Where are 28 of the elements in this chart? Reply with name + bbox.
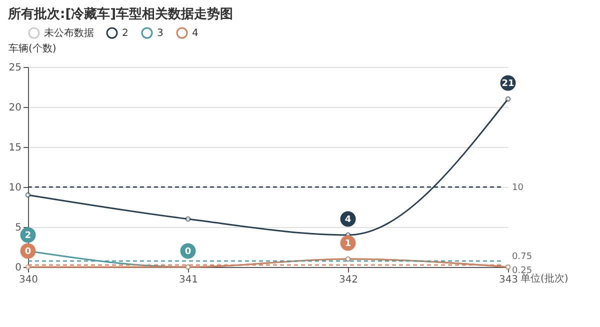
data-label: 0: [24, 247, 32, 257]
x-tick-label: 342: [338, 274, 358, 286]
data-label: 1: [344, 239, 352, 249]
ref-line-label: 10: [512, 183, 524, 193]
data-label: 0: [184, 247, 192, 257]
legend-label: 3: [157, 28, 164, 39]
ref-line-label: 0.75: [512, 252, 532, 262]
y-tick-label: 0: [15, 262, 22, 274]
point: [185, 216, 191, 222]
x-tick-label: 341: [178, 274, 198, 286]
point: [25, 192, 31, 198]
point: [505, 96, 511, 102]
legend-label: 未公布数据: [44, 27, 94, 39]
x-axis-title: 单位(批次): [520, 272, 568, 284]
y-tick-label: 15: [8, 142, 22, 154]
y-tick-label: 5: [15, 222, 22, 234]
legend-label: 4: [192, 28, 198, 39]
y-tick-label: 25: [8, 62, 22, 74]
y-tick-label: 20: [8, 102, 22, 114]
data-label: 4: [344, 215, 352, 225]
y-tick-label: 10: [8, 182, 22, 194]
data-label: 21: [502, 79, 514, 89]
data-label: 2: [24, 231, 32, 241]
legend-label: 2: [122, 28, 128, 39]
chart-title: 所有批次:[冷藏车]车型相关数据走势图: [7, 6, 234, 22]
x-tick-label: 343: [498, 274, 518, 286]
x-tick-label: 340: [18, 274, 38, 286]
y-axis-title: 车辆(个数): [8, 42, 56, 54]
